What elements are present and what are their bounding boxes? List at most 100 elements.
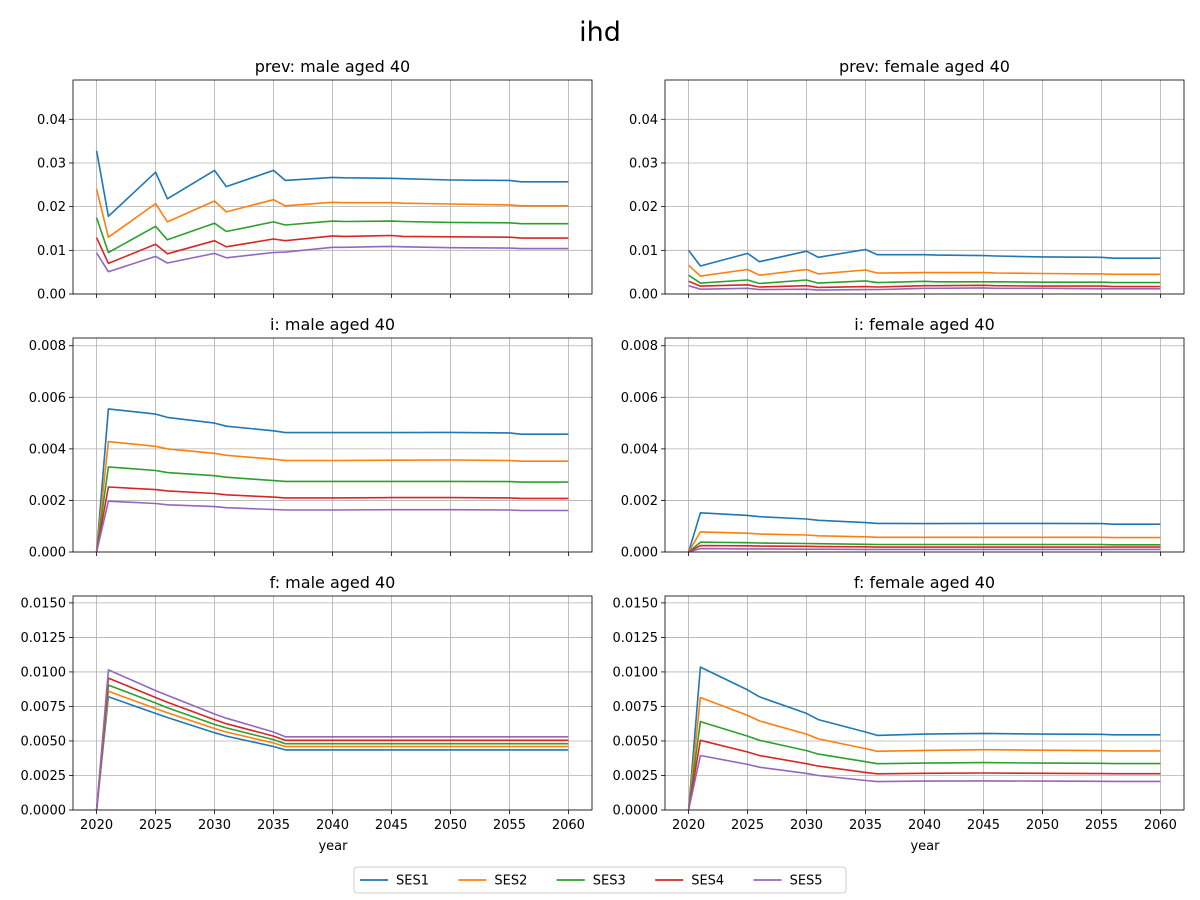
series-line-ses2 <box>687 531 1161 553</box>
y-tick-label: 0.03 <box>629 156 658 171</box>
x-tick-label: 2050 <box>1026 818 1059 833</box>
x-tick-label: 2025 <box>731 818 764 833</box>
series-line-ses5 <box>95 500 569 553</box>
x-tick-label: 2050 <box>434 818 467 833</box>
legend-item-ses2: SES2 <box>458 874 527 889</box>
y-tick-label: 0.000 <box>29 546 66 561</box>
y-tick-label: 0.002 <box>621 494 658 509</box>
subplot-i-male: 0.000 0.002 0.004 0.006 0.008 i: male aged 40 <box>29 315 593 561</box>
series-line-ses4 <box>95 486 569 553</box>
y-tick-label: 0.0125 <box>613 631 659 646</box>
x-tick-label: 2030 <box>198 818 231 833</box>
legend-label: SES5 <box>790 874 823 889</box>
legend-label: SES1 <box>396 874 429 889</box>
series-line-ses3 <box>688 541 1161 553</box>
subplot-title: i: female aged 40 <box>854 315 995 334</box>
y-tick-label: 0.00 <box>37 288 66 303</box>
series-line-ses4 <box>95 677 569 811</box>
y-tick-label: 0.000 <box>621 546 658 561</box>
series-line-ses5 <box>687 754 1161 811</box>
y-tick-label: 0.04 <box>629 113 658 128</box>
legend-label: SES2 <box>494 874 527 889</box>
subplot-title: prev: female aged 40 <box>839 57 1010 76</box>
series-line-ses3 <box>687 720 1161 811</box>
subplot-title: f: male aged 40 <box>270 573 396 592</box>
x-tick-label: 2030 <box>790 818 823 833</box>
legend-frame <box>353 866 847 894</box>
y-tick-label: 0.002 <box>29 494 66 509</box>
series-line-ses1 <box>687 511 1161 553</box>
y-tick-label: 0.0050 <box>21 734 67 749</box>
series-line-ses2 <box>95 440 569 553</box>
series-line-ses5 <box>95 245 569 273</box>
y-tick-label: 0.0000 <box>613 804 659 819</box>
subplot-prev-male: 0.00 0.01 0.02 0.03 0.04 prev: male aged 40 <box>37 57 593 303</box>
legend-item-ses3: SES3 <box>556 874 626 889</box>
series-line-ses2 <box>688 264 1161 277</box>
series-line-ses2 <box>95 189 569 238</box>
x-tick-label: 2020 <box>80 818 113 833</box>
x-tick-label: 2040 <box>316 818 349 833</box>
x-tick-label: 2045 <box>375 818 408 833</box>
y-tick-label: 0.02 <box>629 200 658 215</box>
axes-frame <box>72 337 593 553</box>
y-tick-label: 0.0100 <box>21 665 67 680</box>
y-tick-label: 0.0075 <box>613 700 659 715</box>
series-line-ses1 <box>95 695 569 811</box>
series-line-ses4 <box>688 544 1161 553</box>
subplot-f-male: 2020 2025 2030 2035 2040 2045 2050 2055 2060 0.00… <box>21 573 593 833</box>
y-tick-label: 0.0125 <box>21 631 67 646</box>
series-line-ses1 <box>95 150 569 218</box>
y-tick-label: 0.0150 <box>21 596 67 611</box>
y-tick-label: 0.0075 <box>21 700 67 715</box>
x-tick-label: 2025 <box>139 818 172 833</box>
x-axis-label-left: year <box>318 839 348 854</box>
legend-item-ses1: SES1 <box>360 874 429 889</box>
x-tick-label: 2040 <box>908 818 941 833</box>
x-tick-label: 2020 <box>672 818 705 833</box>
series-line-ses4 <box>95 234 569 265</box>
x-tick-label: 2060 <box>552 818 585 833</box>
subplot-i-female: 0.000 0.002 0.004 0.006 0.008 i: female aged … <box>621 315 1185 561</box>
series-line-ses4 <box>687 739 1161 811</box>
subplot-title: prev: male aged 40 <box>255 57 410 76</box>
series-line-ses4 <box>688 280 1161 289</box>
y-tick-label: 0.004 <box>621 442 658 457</box>
x-axis-label-right: year <box>910 839 940 854</box>
series-line-ses3 <box>95 684 569 811</box>
axes-frame <box>664 595 1185 811</box>
series-line-ses1 <box>95 408 569 553</box>
series-line-ses5 <box>688 547 1161 553</box>
series-line-ses1 <box>687 666 1161 811</box>
series-line-ses3 <box>95 466 569 553</box>
subplot-prev-female: 0.00 0.01 0.02 0.03 0.04 prev: female aged 40 <box>629 57 1185 303</box>
y-tick-label: 0.00 <box>629 288 658 303</box>
y-tick-label: 0.04 <box>37 113 66 128</box>
x-tick-label: 2035 <box>257 818 290 833</box>
y-tick-label: 0.01 <box>37 244 66 259</box>
y-tick-label: 0.02 <box>37 200 66 215</box>
y-tick-label: 0.0150 <box>613 596 659 611</box>
y-tick-label: 0.01 <box>629 244 658 259</box>
subplot-title: f: female aged 40 <box>854 573 995 592</box>
x-tick-label: 2045 <box>967 818 1000 833</box>
subplot-grid: 0.00 0.01 0.02 0.03 0.04 prev: male aged 40 0.… <box>21 57 1185 833</box>
series-line-ses3 <box>688 274 1161 285</box>
y-tick-label: 0.008 <box>621 339 658 354</box>
y-tick-label: 0.0025 <box>613 769 659 784</box>
legend-item-ses4: SES4 <box>655 874 724 889</box>
y-tick-label: 0.0100 <box>613 665 659 680</box>
y-tick-label: 0.0025 <box>21 769 67 784</box>
axes-frame <box>664 337 1185 553</box>
y-tick-label: 0.0050 <box>613 734 659 749</box>
legend: SES1 SES2 SES3 SES4 SES5 <box>353 866 847 894</box>
legend-label: SES3 <box>593 874 626 889</box>
axes-frame <box>664 79 1185 295</box>
y-tick-label: 0.006 <box>621 391 658 406</box>
subplot-f-female: 2020 2025 2030 2035 2040 2045 2050 2055 2060 0.00… <box>613 573 1185 833</box>
x-tick-label: 2060 <box>1144 818 1177 833</box>
series-line-ses2 <box>687 696 1161 811</box>
series-line-ses5 <box>95 669 569 811</box>
legend-label: SES4 <box>691 874 724 889</box>
